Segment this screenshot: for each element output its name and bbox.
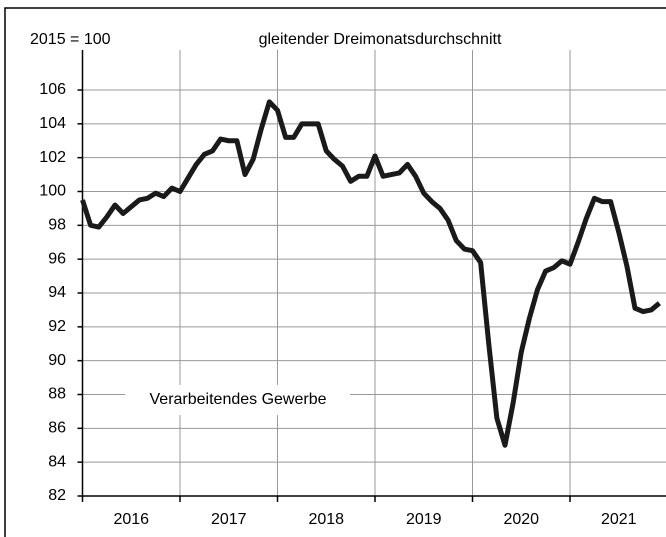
- y-tick-label: 94: [48, 284, 66, 301]
- y-tick-label: 86: [48, 420, 66, 437]
- x-tick-label: 2017: [211, 511, 247, 528]
- y-tick-label: 106: [39, 81, 66, 98]
- frame: [4, 7, 666, 537]
- x-tick-label: 2019: [406, 511, 442, 528]
- data-line: [80, 99, 661, 448]
- y-tick-label: 102: [39, 149, 66, 166]
- y-tick-label: 88: [48, 386, 66, 403]
- y-tick-label: 96: [48, 250, 66, 267]
- y-tick-label: 92: [48, 318, 66, 335]
- x-tick-label: 2018: [308, 511, 344, 528]
- chart-title: gleitender Dreimonatsdurchschnitt: [259, 31, 502, 48]
- y-tick-label: 100: [39, 183, 66, 200]
- y-tick-label: 104: [39, 115, 66, 132]
- x-tick-label: 2016: [113, 511, 149, 528]
- y-tick-label: 90: [48, 352, 66, 369]
- y-tick-label: 82: [48, 487, 66, 504]
- y-tick-label: 84: [48, 453, 66, 470]
- x-tick-label: 2021: [601, 511, 637, 528]
- x-tick-label: 2020: [503, 511, 539, 528]
- annotation: Verarbeitendes Gewerbe: [150, 391, 327, 408]
- y-tick-label: 98: [48, 217, 66, 234]
- annotation-bg: [125, 385, 350, 415]
- chart-subtitle: 2015 = 100: [30, 31, 111, 48]
